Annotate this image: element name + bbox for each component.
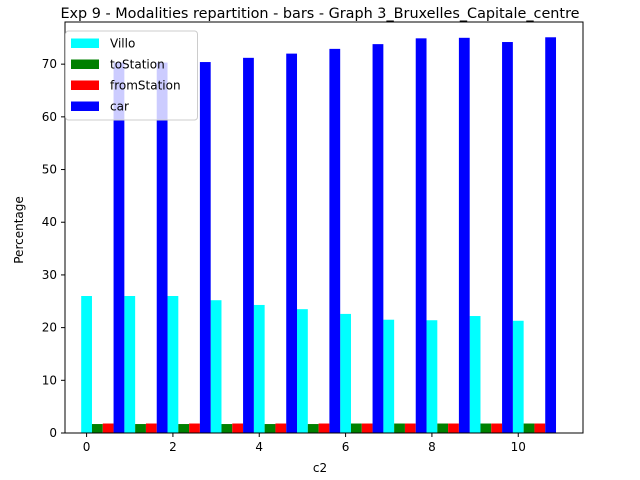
bar-tostation-5: [307, 424, 319, 433]
bar-car-4: [286, 53, 298, 433]
bar-villo-9: [469, 316, 481, 433]
bar-car-9: [502, 42, 513, 434]
y-tick-label-60: 60: [42, 110, 57, 124]
bar-car-2: [199, 62, 211, 434]
bar-villo-3: [210, 300, 222, 433]
bar-tostation-8: [437, 423, 449, 433]
bar-car-7: [415, 38, 427, 433]
legend-label-tostation: toStation: [110, 58, 165, 72]
bar-car-1: [156, 62, 168, 433]
bar-tostation-9: [480, 423, 492, 433]
legend-label-car: car: [110, 100, 129, 114]
bar-villo-2: [167, 296, 179, 433]
bar-tostation-3: [221, 424, 233, 433]
bar-tostation-4: [264, 424, 276, 433]
axes: 0 2 4 6 8 10 0 10 20 30 40 50 60 70: [42, 21, 584, 454]
bars-layer: [81, 37, 557, 434]
bar-tostation-10: [523, 423, 535, 433]
bar-villo-0: [81, 296, 92, 433]
y-axis-label: Percentage: [12, 196, 26, 264]
bar-car-0: [113, 62, 125, 433]
y-tick-label-0: 0: [49, 426, 57, 440]
bar-villo-1: [124, 296, 136, 433]
bar-fromstation-2: [189, 423, 200, 433]
bar-fromstation-10: [534, 423, 546, 433]
bar-car-8: [458, 37, 470, 434]
bar-fromstation-9: [491, 423, 503, 433]
x-tick-label-0: 0: [83, 440, 91, 454]
bar-fromstation-4: [275, 423, 287, 433]
bar-villo-8: [426, 320, 438, 433]
legend-label-fromstation: fromStation: [110, 79, 181, 93]
bar-villo-4: [253, 304, 265, 433]
bar-fromstation-6: [361, 423, 373, 433]
legend-swatch-fromstation: [71, 80, 99, 90]
x-axis-label: c2: [313, 461, 327, 475]
x-tick-label-4: 4: [255, 440, 263, 454]
x-tick-label-2: 2: [169, 440, 177, 454]
bar-fromstation-0: [102, 423, 114, 433]
legend-box: [65, 30, 198, 121]
bar-fromstation-5: [318, 423, 330, 433]
x-tick-label-8: 8: [428, 440, 436, 454]
chart-title: Exp 9 - Modalities repartition - bars - …: [60, 6, 579, 22]
bar-villo-7: [383, 319, 395, 433]
bar-fromstation-8: [448, 423, 459, 433]
y-tick-label-10: 10: [42, 373, 57, 387]
bar-villo-10: [512, 320, 524, 433]
legend: Villo toStation fromStation car: [65, 30, 198, 121]
bar-car-5: [329, 48, 341, 433]
y-tick-label-20: 20: [42, 321, 57, 335]
bar-fromstation-3: [232, 423, 244, 433]
bar-tostation-7: [394, 423, 405, 433]
y-tick-label-70: 70: [42, 57, 57, 71]
y-tick-label-50: 50: [42, 163, 57, 177]
x-tick-label-10: 10: [511, 440, 526, 454]
bar-car-3: [243, 57, 254, 433]
bar-tostation-1: [135, 424, 146, 433]
plot-frame: [64, 21, 584, 434]
legend-swatch-villo: [71, 38, 99, 48]
legend-label-villo: Villo: [110, 37, 135, 51]
x-tick-label-6: 6: [342, 440, 350, 454]
bar-villo-5: [297, 309, 308, 433]
bar-fromstation-7: [404, 423, 416, 433]
bar-tostation-6: [350, 423, 362, 433]
bar-villo-6: [340, 313, 351, 433]
bar-car-10: [545, 37, 557, 434]
bar-tostation-0: [91, 424, 103, 433]
y-tick-label-40: 40: [42, 215, 57, 229]
bar-fromstation-1: [145, 423, 157, 433]
legend-swatch-tostation: [71, 59, 99, 69]
bar-tostation-2: [178, 424, 190, 433]
bar-car-6: [372, 44, 384, 433]
legend-swatch-car: [71, 101, 99, 111]
y-tick-label-30: 30: [42, 268, 57, 282]
